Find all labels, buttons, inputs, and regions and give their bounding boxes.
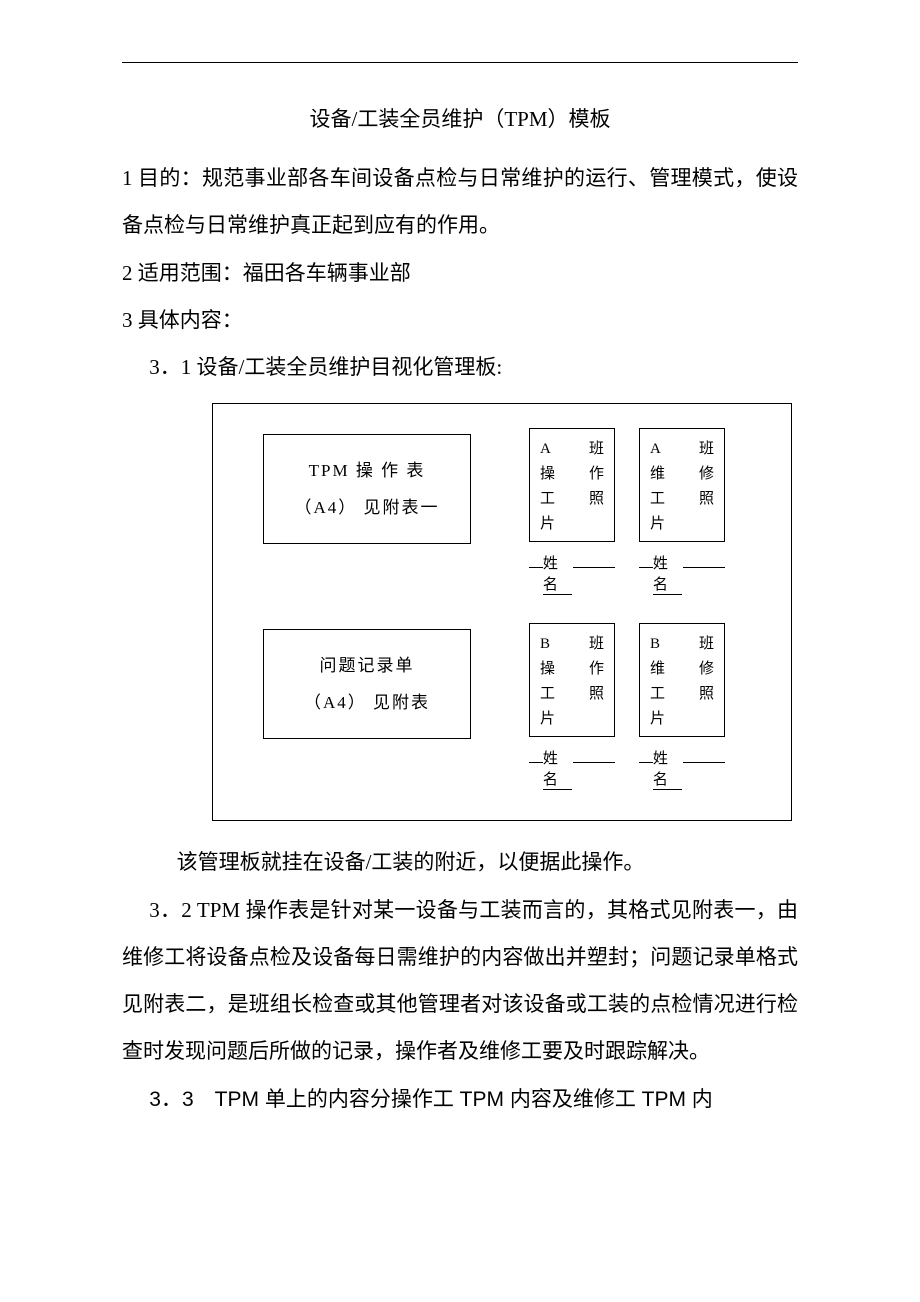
- board-row-1: TPM 操 作 表 （A4） 见附表一 A 班 操 作 工 照 片 姓名: [263, 428, 769, 595]
- section-3-2: 3．2 TPM 操作表是针对某一设备与工装而言的，其格式见附表一，由维修工将设备…: [122, 887, 798, 1076]
- left-box-line1: TPM 操 作 表: [309, 452, 426, 489]
- photo-col-b-operator: B 班 操 作 工 照 片 姓名: [529, 623, 615, 790]
- left-box-line2: （A4） 见附表: [304, 684, 430, 721]
- pb-text: 班: [699, 632, 714, 657]
- pb-text: 操: [540, 657, 555, 682]
- management-board: TPM 操 作 表 （A4） 见附表一 A班 操作 工照 片 姓名: [212, 403, 792, 821]
- underline: [639, 553, 653, 568]
- section-1: 1 目的：规范事业部各车间设备点检与日常维护的运行、管理模式，使设备点检与日常维…: [122, 155, 798, 250]
- pb-text: 片: [650, 512, 714, 537]
- photo-col-a-repair: A 班 维 修 工 照 片 姓名: [639, 428, 725, 595]
- photo-box-a-repair: A 班 维 修 工 照 片: [639, 428, 725, 542]
- photo-box-b-operator: B 班 操 作 工 照 片: [529, 623, 615, 737]
- photo-box-b-repair: B 班 维 修 工 照 片: [639, 623, 725, 737]
- pb-text: 照: [699, 682, 714, 707]
- board-note: 该管理板就挂在设备/工装的附近，以便据此操作。: [122, 839, 798, 886]
- underline: [683, 553, 725, 568]
- name-text: 姓名: [543, 552, 573, 595]
- pb-text: 工: [540, 487, 555, 512]
- name-text: 姓名: [543, 747, 573, 790]
- pb-text: B: [650, 632, 660, 657]
- name-label-a-rep: 姓名: [639, 552, 725, 595]
- underline: [683, 748, 725, 763]
- section-3: 3 具体内容：: [122, 297, 798, 344]
- photo-col-a-operator: A 班 操 作 工 照 片 姓名: [529, 428, 615, 595]
- pb-text: 片: [650, 707, 714, 732]
- doc-title: 设备/工装全员维护（TPM）模板: [122, 103, 798, 133]
- name-text: 姓名: [653, 747, 683, 790]
- section-3-3: 3．3 TPM 单上的内容分操作工 TPM 内容及维修工 TPM 内: [122, 1076, 798, 1123]
- pb-text: 作: [589, 462, 604, 487]
- pb-text: 工: [650, 487, 665, 512]
- left-box-line2: （A4） 见附表一: [294, 489, 439, 526]
- pb-text: 维: [650, 657, 665, 682]
- pb-text: 修: [699, 462, 714, 487]
- underline: [639, 748, 653, 763]
- photo-pair-row2: B 班 操 作 工 照 片 姓名 B 班: [529, 623, 725, 790]
- underline: [573, 553, 615, 568]
- pb-text: B: [540, 632, 550, 657]
- left-box-line1: 问题记录单: [320, 647, 415, 684]
- pb-text: 片: [540, 707, 604, 732]
- name-label-b-op: 姓名: [529, 747, 615, 790]
- pb-text: 班: [699, 437, 714, 462]
- pb-text: 操: [540, 462, 555, 487]
- name-text: 姓名: [653, 552, 683, 595]
- section-3-1: 3．1 设备/工装全员维护目视化管理板:: [122, 344, 798, 391]
- pb-text: 工: [540, 682, 555, 707]
- pb-text: 班: [589, 437, 604, 462]
- board-row-2: 问题记录单 （A4） 见附表 B 班 操 作 工 照 片 姓名: [263, 623, 769, 790]
- pb-text: 班: [589, 632, 604, 657]
- pb-text: A: [650, 437, 661, 462]
- photo-pair-row1: A 班 操 作 工 照 片 姓名 A 班: [529, 428, 725, 595]
- underline: [529, 748, 543, 763]
- pb-text: 片: [540, 512, 604, 537]
- name-label-a-op: 姓名: [529, 552, 615, 595]
- pb-text: 照: [699, 487, 714, 512]
- pb-text: A: [540, 437, 551, 462]
- pb-text: 照: [589, 682, 604, 707]
- underline: [573, 748, 615, 763]
- pb-text: 作: [589, 657, 604, 682]
- section-2: 2 适用范围：福田各车辆事业部: [122, 250, 798, 297]
- pb-text: 工: [650, 682, 665, 707]
- document-page: 设备/工装全员维护（TPM）模板 1 目的：规范事业部各车间设备点检与日常维护的…: [0, 0, 920, 1123]
- pb-text: 修: [699, 657, 714, 682]
- tpm-op-sheet-box: TPM 操 作 表 （A4） 见附表一: [263, 434, 471, 544]
- photo-col-b-repair: B 班 维 修 工 照 片 姓名: [639, 623, 725, 790]
- header-rule: [122, 62, 798, 63]
- board-wrapper: TPM 操 作 表 （A4） 见附表一 A班 操作 工照 片 姓名: [212, 403, 798, 821]
- pb-text: 维: [650, 462, 665, 487]
- name-label-b-rep: 姓名: [639, 747, 725, 790]
- underline: [529, 553, 543, 568]
- pb-text: 照: [589, 487, 604, 512]
- problem-record-box: 问题记录单 （A4） 见附表: [263, 629, 471, 739]
- photo-box-a-operator: A 班 操 作 工 照 片: [529, 428, 615, 542]
